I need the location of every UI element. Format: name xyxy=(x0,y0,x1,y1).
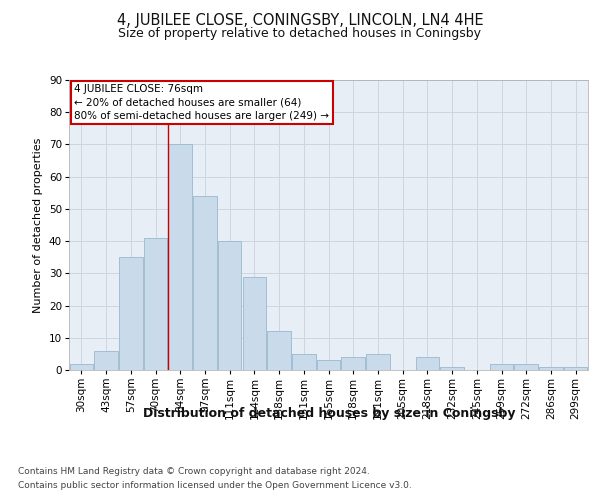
Bar xyxy=(292,354,316,370)
Bar xyxy=(564,367,587,370)
Bar xyxy=(440,367,464,370)
Bar xyxy=(416,357,439,370)
Bar xyxy=(169,144,192,370)
Bar xyxy=(268,332,291,370)
Bar xyxy=(119,257,143,370)
Text: Contains HM Land Registry data © Crown copyright and database right 2024.: Contains HM Land Registry data © Crown c… xyxy=(18,468,370,476)
Text: 4, JUBILEE CLOSE, CONINGSBY, LINCOLN, LN4 4HE: 4, JUBILEE CLOSE, CONINGSBY, LINCOLN, LN… xyxy=(116,12,484,28)
Bar xyxy=(514,364,538,370)
Text: Size of property relative to detached houses in Coningsby: Size of property relative to detached ho… xyxy=(119,28,482,40)
Bar xyxy=(70,364,93,370)
Bar xyxy=(94,350,118,370)
Bar xyxy=(366,354,389,370)
Bar xyxy=(242,276,266,370)
Y-axis label: Number of detached properties: Number of detached properties xyxy=(34,138,43,312)
Bar xyxy=(317,360,340,370)
Bar xyxy=(144,238,167,370)
Bar xyxy=(193,196,217,370)
Text: Distribution of detached houses by size in Coningsby: Distribution of detached houses by size … xyxy=(143,408,515,420)
Bar xyxy=(490,364,513,370)
Bar xyxy=(341,357,365,370)
Bar xyxy=(539,367,563,370)
Text: Contains public sector information licensed under the Open Government Licence v3: Contains public sector information licen… xyxy=(18,481,412,490)
Text: 4 JUBILEE CLOSE: 76sqm
← 20% of detached houses are smaller (64)
80% of semi-det: 4 JUBILEE CLOSE: 76sqm ← 20% of detached… xyxy=(74,84,329,120)
Bar xyxy=(218,241,241,370)
